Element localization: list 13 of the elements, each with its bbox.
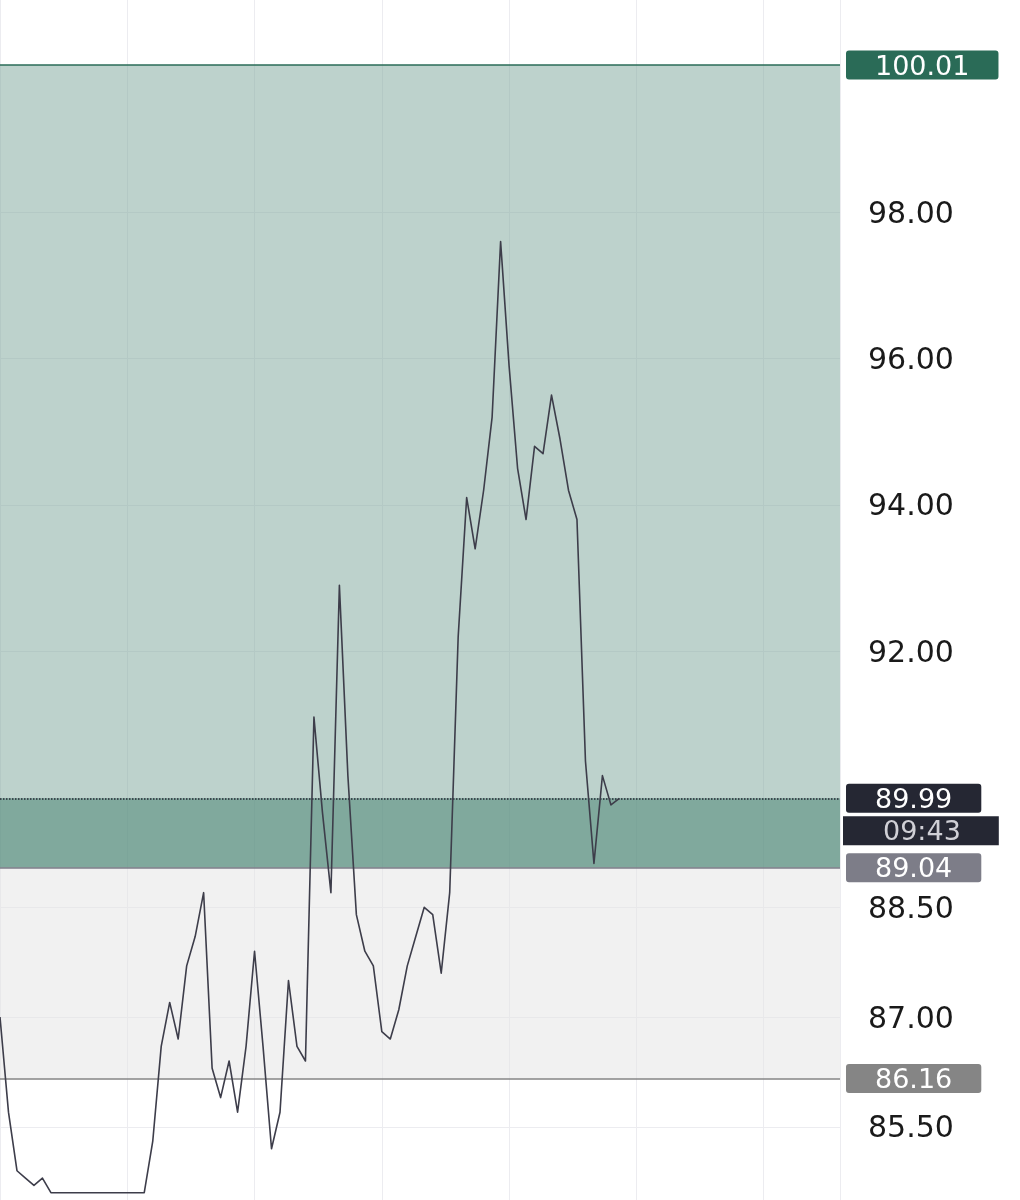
y-tick-label: 87.00 xyxy=(868,999,954,1035)
ref-line-label: 86.16 xyxy=(875,1063,953,1095)
ref-line-label: 89.99 xyxy=(875,782,953,814)
text: 09:43 xyxy=(883,815,961,847)
line-series xyxy=(0,240,621,1194)
ref-line-label: 100.01 xyxy=(875,49,970,81)
y-tick-label: 94.00 xyxy=(868,487,954,523)
ref-line-label: 89.04 xyxy=(875,852,953,884)
y-tick-label: 96.00 xyxy=(868,341,954,377)
y-tick-label: 92.00 xyxy=(868,633,954,669)
y-tick-label: 85.50 xyxy=(868,1109,954,1145)
y-tick-label: 98.00 xyxy=(868,194,954,230)
y-tick-label: 88.50 xyxy=(868,889,954,925)
